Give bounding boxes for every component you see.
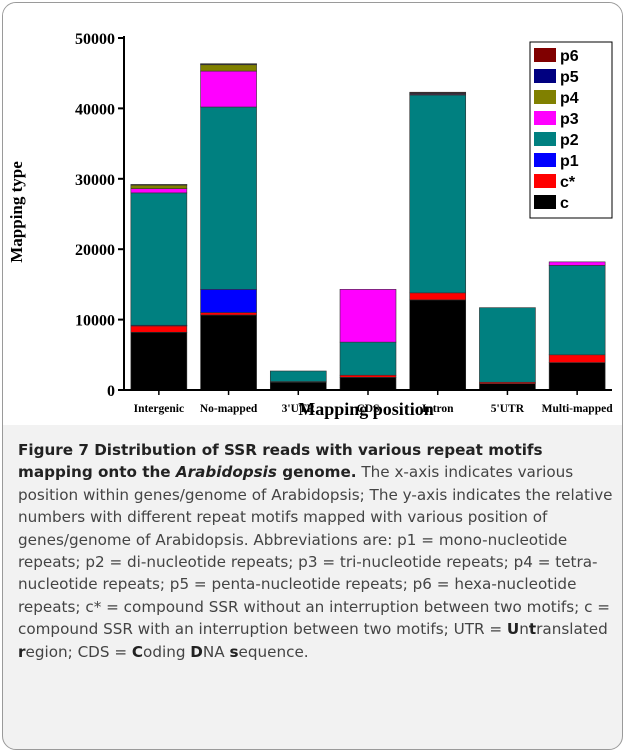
caption-text: C xyxy=(131,642,144,661)
y-tick-label: 10000 xyxy=(75,313,115,330)
bar-segment xyxy=(339,374,397,378)
bar-segment xyxy=(200,289,257,313)
caption-text: s xyxy=(229,642,239,661)
bar-segment xyxy=(200,312,257,316)
caption-text: equence. xyxy=(238,642,309,661)
x-axis-label: Mapping position xyxy=(298,399,434,419)
legend-label: p3 xyxy=(560,111,579,128)
bar-segment xyxy=(548,354,606,363)
bar-segment xyxy=(269,381,327,391)
legend-label: p1 xyxy=(560,153,579,170)
bar-segment xyxy=(200,106,257,290)
caption-text: r xyxy=(18,642,26,661)
legend-swatch xyxy=(534,153,556,167)
caption-text: Arabidopsis xyxy=(175,463,277,482)
legend-swatch xyxy=(534,132,556,146)
y-tick-label: 20000 xyxy=(75,242,115,259)
bar-segment xyxy=(130,184,188,189)
caption-text: n xyxy=(519,620,529,639)
bar-segment xyxy=(130,331,188,391)
caption-text: ranslated xyxy=(536,620,608,639)
bar-segment xyxy=(548,362,606,391)
legend-swatch xyxy=(534,111,556,125)
legend-label: c xyxy=(560,195,569,212)
bar-segment xyxy=(339,341,397,376)
bar-segment xyxy=(200,314,257,391)
bar-segment xyxy=(269,370,327,382)
legend-label: p5 xyxy=(560,69,579,86)
legend-label: p2 xyxy=(560,132,579,149)
bar-segment xyxy=(130,188,188,194)
bar-segment xyxy=(409,292,467,301)
y-axis-label: Mapping type xyxy=(7,161,26,263)
x-tick-label: No-mapped xyxy=(200,403,258,415)
caption-text: genome. xyxy=(276,463,357,482)
bar-segment xyxy=(200,70,257,108)
caption-text: U xyxy=(506,620,520,639)
bar-segment xyxy=(409,91,467,94)
x-tick-label: Multi-mapped xyxy=(542,403,614,415)
y-tick-label: 30000 xyxy=(75,172,115,189)
bar-segment xyxy=(409,299,467,391)
x-tick-label: 5'UTR xyxy=(491,403,525,415)
bar-segment xyxy=(339,289,397,343)
bar-segment xyxy=(130,325,188,333)
y-tick-label: 0 xyxy=(107,383,115,400)
bar-segment xyxy=(409,94,467,294)
x-tick-label: 3'UTR xyxy=(282,403,316,415)
legend-swatch xyxy=(534,48,556,62)
bar-segment xyxy=(200,64,257,72)
legend-label: c* xyxy=(560,174,576,191)
caption-text: Figure 7 Distribution of SSR reads with … xyxy=(18,441,543,482)
caption-text: D xyxy=(190,642,203,661)
bar-segment xyxy=(479,307,536,383)
bar-segment xyxy=(548,265,606,356)
legend-swatch xyxy=(534,90,556,104)
x-tick-label: Intron xyxy=(422,403,454,415)
caption-text: egion; CDS = xyxy=(25,642,132,661)
caption-text: NA xyxy=(202,642,230,661)
caption-text: t xyxy=(528,620,537,639)
caption-text: oding xyxy=(143,642,191,661)
legend-swatch xyxy=(534,69,556,83)
y-tick-label: 40000 xyxy=(75,101,115,118)
legend-label: p6 xyxy=(560,48,579,65)
caption: Figure 7 Distribution of SSR reads with … xyxy=(18,439,614,663)
bar-segment xyxy=(130,192,188,326)
bar-segment xyxy=(339,377,397,391)
x-tick-label: CDS xyxy=(356,403,379,415)
y-tick-label: 50000 xyxy=(75,31,115,48)
x-tick-label: Intergenic xyxy=(134,403,184,415)
bar-segment xyxy=(548,261,606,266)
chart: Mapping type Mapping position 0 10000 2000… xyxy=(3,3,622,425)
caption-text: The x-axis indicates various position wi… xyxy=(18,463,613,639)
legend-swatch xyxy=(534,174,556,188)
legend-label: p4 xyxy=(560,90,579,107)
legend-swatch xyxy=(534,195,556,209)
